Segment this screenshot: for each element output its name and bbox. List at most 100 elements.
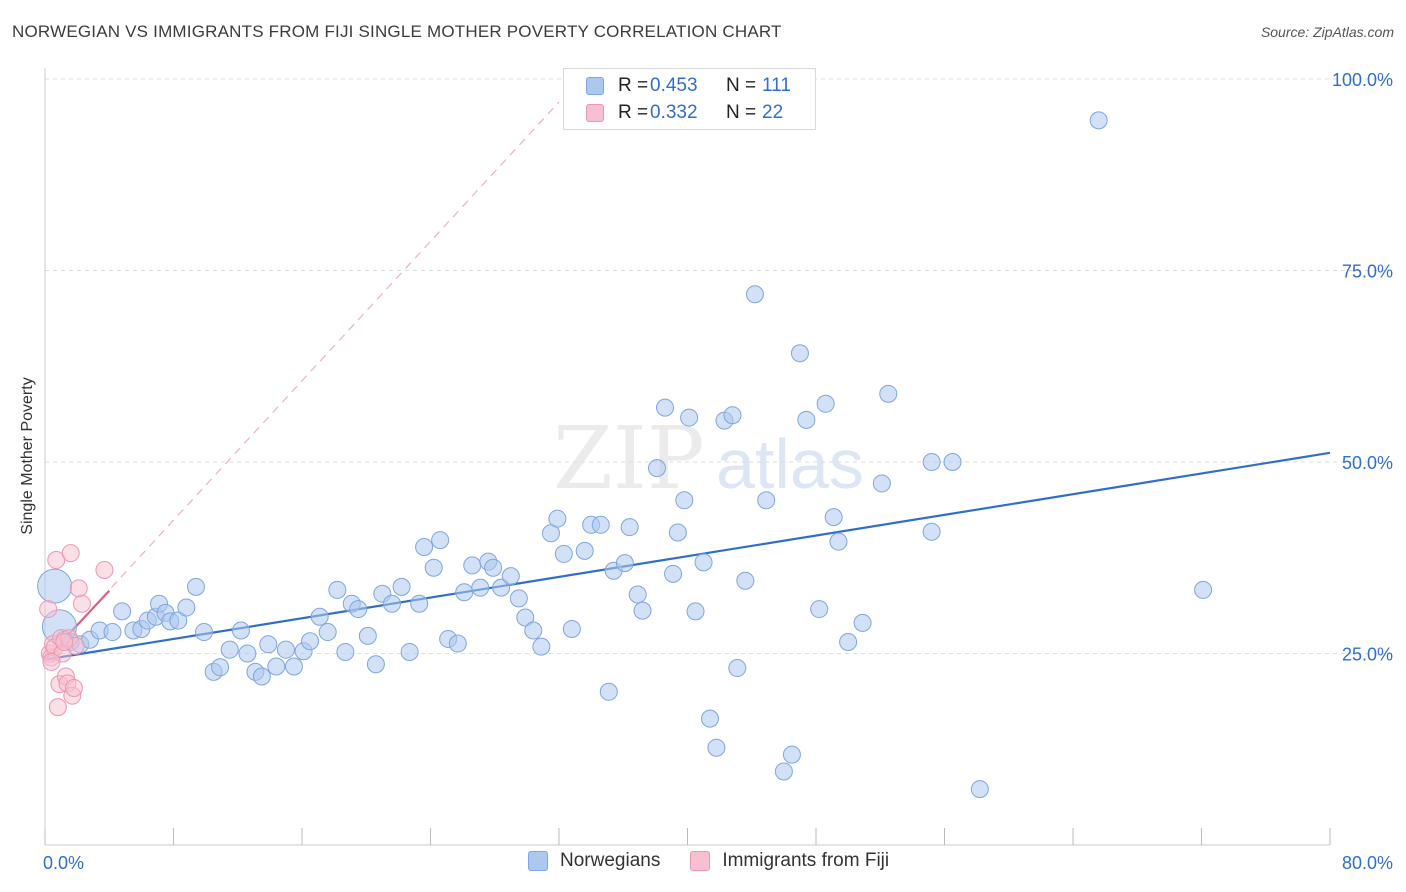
fiji-point [95, 561, 114, 580]
norwegians-point [728, 659, 747, 678]
norwegians-point [810, 600, 829, 619]
fiji-point [39, 600, 58, 619]
norwegians-point [628, 585, 647, 604]
watermark-zip: ZIP [553, 409, 705, 509]
norwegians-point [575, 541, 594, 560]
norwegians-point [431, 531, 450, 550]
y-tick-label: 100.0% [1332, 70, 1393, 90]
norwegians-point [524, 621, 543, 640]
legend-item-norwegians: Norwegians [528, 850, 660, 872]
legend-label-fiji: Immigrants from Fiji [722, 850, 890, 871]
norwegians-point [231, 621, 250, 640]
x-tick-label: 0.0% [43, 853, 84, 873]
stats-row-norwegians: R = 0.453 N = 111 [586, 73, 791, 99]
norwegians-point [177, 598, 196, 617]
norwegians-point [554, 544, 573, 563]
norwegians-point [700, 709, 719, 728]
fiji-point [64, 678, 83, 697]
norwegians-point [620, 518, 639, 537]
norwegians-point [492, 578, 511, 597]
y-tick-label: 75.0% [1342, 262, 1393, 282]
fiji-swatch [586, 104, 604, 122]
norwegians-point [829, 532, 848, 551]
norwegians-point [400, 642, 419, 661]
norwegians-point [252, 667, 271, 686]
norwegians-point [872, 474, 891, 493]
legend-label-norwegians: Norwegians [560, 850, 661, 871]
norwegians-point [259, 635, 278, 654]
x-tick-label: 80.0% [1342, 853, 1393, 873]
norwegians-point [680, 408, 699, 427]
norwegians-point [736, 571, 755, 590]
norwegians-point [853, 613, 872, 632]
norwegians-point [664, 564, 683, 583]
y-axis-label: Single Mother Poverty [19, 377, 36, 535]
norwegians-point [633, 601, 652, 620]
norwegians-point [501, 567, 520, 586]
norwegians-point [686, 602, 705, 621]
norwegians-point [318, 623, 337, 642]
norwegians-point [922, 453, 941, 471]
norwegians-point [392, 577, 411, 596]
norwegians-point [970, 780, 989, 799]
norwegians-point [782, 745, 801, 764]
norwegians-point [548, 509, 567, 528]
r-label: R = [618, 75, 649, 96]
source-label: Source: ZipAtlas.com [1260, 24, 1394, 40]
norwegians-point [410, 594, 429, 613]
norwegians-point [668, 523, 687, 542]
norwegians-point [310, 607, 329, 626]
fiji-point [42, 652, 61, 671]
y-tick-label: 50.0% [1342, 453, 1393, 473]
watermark-atlas: atlas [716, 425, 864, 503]
norwegians-point [824, 508, 843, 527]
r-value: 0.332 [650, 102, 698, 123]
norwegians-point [745, 285, 764, 304]
norwegians-point [276, 640, 295, 659]
r-label: R = [618, 102, 649, 123]
norwegians-point [186, 577, 205, 596]
norwegians-point [484, 558, 503, 577]
norwegians-point [220, 640, 239, 659]
chart-title: NORWEGIAN VS IMMIGRANTS FROM FIJI SINGLE… [12, 22, 782, 41]
norwegians-point [774, 762, 793, 781]
norwegians-point [424, 558, 443, 577]
norwegians-point [879, 384, 898, 403]
norwegians-point [516, 608, 535, 627]
norwegians-point [839, 633, 858, 652]
norwegians-point [922, 522, 941, 541]
norwegians-point [532, 637, 551, 656]
norwegians-point [675, 491, 694, 510]
norwegians-point [943, 453, 962, 471]
norwegians-point [382, 594, 401, 613]
series-legend: Norwegians Immigrants from Fiji [528, 850, 919, 872]
norwegians-point [169, 611, 188, 630]
norwegians-point [816, 394, 835, 413]
y-tick-label: 25.0% [1342, 645, 1393, 665]
r-value: 0.453 [650, 75, 698, 96]
norwegians-point [694, 553, 713, 572]
norwegians-point [37, 568, 73, 604]
norwegians-point [562, 619, 581, 638]
norwegians-point [471, 578, 490, 597]
norwegians-point [797, 410, 816, 429]
norwegians-point [656, 398, 675, 417]
norwegians-point [103, 623, 122, 642]
norwegians-point [647, 459, 666, 478]
norwegians-point [723, 406, 742, 425]
norwegians-point [509, 589, 528, 608]
norwegians-trendline [44, 451, 1331, 661]
fiji-point [47, 551, 66, 570]
fiji-point [55, 633, 74, 652]
fiji-point [61, 544, 80, 563]
norwegians-point [336, 642, 355, 661]
n-value: 111 [762, 75, 791, 96]
norwegians-point [790, 344, 809, 363]
norwegians-point [301, 632, 320, 651]
norwegians-swatch [586, 77, 604, 95]
stats-legend: R = 0.453 N = 111 R = 0.332 N = 22 [563, 68, 816, 130]
norwegians-point [238, 644, 257, 663]
norwegians-point [113, 602, 132, 621]
norwegians-point [195, 623, 214, 642]
